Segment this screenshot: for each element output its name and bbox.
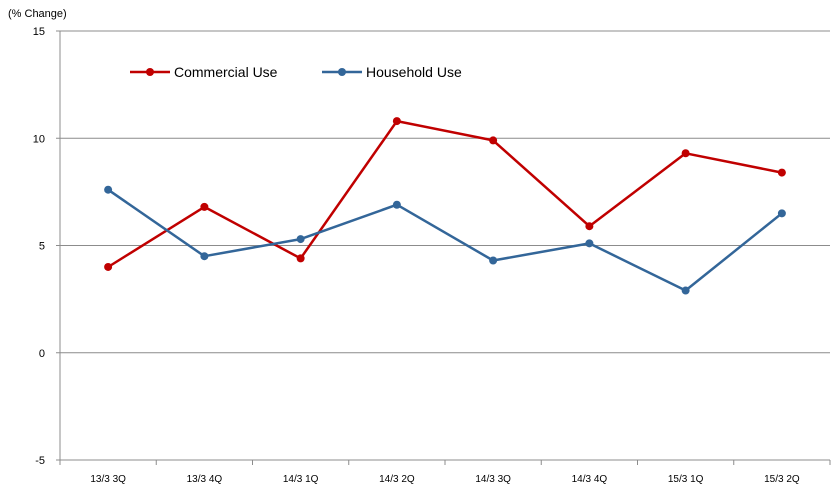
data-point bbox=[585, 239, 594, 248]
data-point bbox=[392, 200, 401, 209]
x-tick-label: 15/3 2Q bbox=[764, 474, 800, 485]
data-point bbox=[104, 262, 113, 271]
data-point bbox=[296, 254, 305, 263]
data-point bbox=[200, 252, 209, 261]
axes bbox=[56, 30, 831, 465]
legend-marker bbox=[338, 68, 346, 76]
data-point bbox=[777, 168, 786, 177]
data-point bbox=[392, 117, 401, 126]
data-point bbox=[296, 235, 305, 244]
legend-item: Commercial Use bbox=[130, 64, 278, 80]
x-tick-label: 13/3 3Q bbox=[90, 474, 126, 485]
y-tick-label: 0 bbox=[39, 348, 45, 360]
data-point bbox=[200, 202, 209, 211]
y-tick-label: 5 bbox=[39, 241, 45, 253]
y-tick-label: 10 bbox=[33, 133, 45, 145]
x-tick-label: 15/3 1Q bbox=[668, 474, 704, 485]
legend-label: Commercial Use bbox=[174, 64, 278, 80]
legend-label: Household Use bbox=[366, 64, 462, 80]
series-group bbox=[104, 117, 786, 271]
x-tick-label: 14/3 4Q bbox=[572, 474, 608, 485]
legend: Commercial Use Household Use bbox=[130, 64, 462, 80]
x-tick-label: 13/3 4Q bbox=[187, 474, 223, 485]
y-tick-labels: -5 0 5 10 15 bbox=[33, 26, 45, 467]
data-point bbox=[681, 286, 690, 295]
x-tick-label: 14/3 1Q bbox=[283, 474, 319, 485]
data-point bbox=[489, 136, 498, 145]
legend-item: Household Use bbox=[322, 64, 462, 80]
x-tick-label: 14/3 2Q bbox=[379, 474, 415, 485]
data-point bbox=[104, 185, 113, 194]
y-tick-label: -5 bbox=[35, 455, 45, 467]
series bbox=[104, 117, 786, 295]
data-point bbox=[489, 256, 498, 265]
data-point bbox=[681, 149, 690, 158]
x-tick-label: 14/3 3Q bbox=[475, 474, 511, 485]
series-line bbox=[107, 119, 783, 269]
data-point bbox=[585, 222, 594, 231]
legend-marker bbox=[146, 68, 154, 76]
y-axis-label: (% Change) bbox=[8, 8, 67, 20]
data-point bbox=[777, 209, 786, 218]
y-tick-label: 15 bbox=[33, 26, 45, 38]
x-tick-labels: 13/3 3Q 13/3 4Q 14/3 1Q 14/3 2Q 14/3 3Q 14/3 … bbox=[90, 474, 800, 485]
series-line bbox=[107, 188, 783, 292]
series-group bbox=[104, 185, 786, 295]
